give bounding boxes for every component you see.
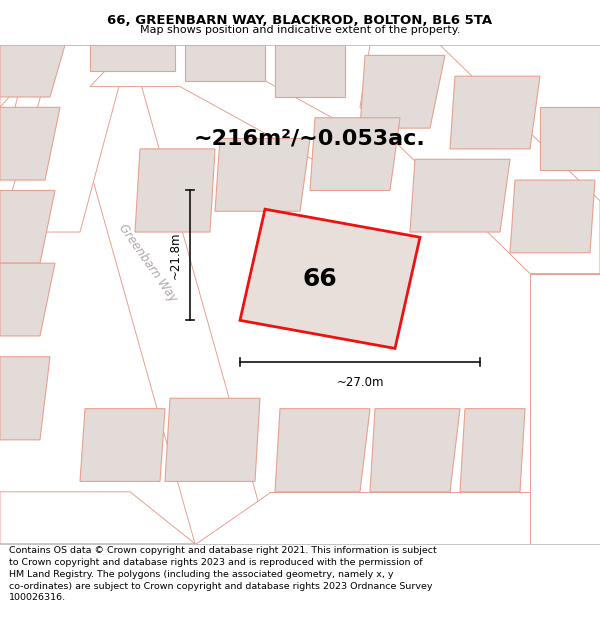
Polygon shape — [410, 159, 510, 232]
Polygon shape — [195, 492, 600, 544]
Polygon shape — [275, 45, 345, 97]
Polygon shape — [530, 274, 600, 544]
Polygon shape — [360, 45, 600, 274]
Polygon shape — [540, 107, 600, 169]
Polygon shape — [460, 409, 525, 492]
Polygon shape — [90, 45, 370, 180]
Polygon shape — [0, 45, 55, 108]
Polygon shape — [185, 45, 265, 81]
Polygon shape — [90, 45, 175, 71]
Polygon shape — [215, 139, 310, 211]
Polygon shape — [0, 492, 195, 544]
Polygon shape — [275, 409, 370, 492]
Polygon shape — [0, 191, 55, 263]
Polygon shape — [80, 409, 165, 481]
Polygon shape — [510, 180, 595, 253]
Polygon shape — [0, 45, 55, 169]
Polygon shape — [0, 263, 55, 336]
Polygon shape — [240, 209, 420, 348]
Text: ~27.0m: ~27.0m — [336, 376, 384, 389]
Text: ~21.8m: ~21.8m — [169, 232, 182, 279]
Polygon shape — [450, 76, 540, 149]
Text: Contains OS data © Crown copyright and database right 2021. This information is : Contains OS data © Crown copyright and d… — [9, 546, 437, 602]
Polygon shape — [0, 45, 130, 232]
Polygon shape — [0, 357, 50, 440]
Polygon shape — [0, 107, 60, 180]
Polygon shape — [360, 56, 445, 128]
Text: Map shows position and indicative extent of the property.: Map shows position and indicative extent… — [140, 25, 460, 35]
Polygon shape — [0, 45, 65, 97]
Text: 66, GREENBARN WAY, BLACKROD, BOLTON, BL6 5TA: 66, GREENBARN WAY, BLACKROD, BOLTON, BL6… — [107, 14, 493, 28]
Text: Greenbarn Way: Greenbarn Way — [116, 222, 180, 304]
Polygon shape — [165, 398, 260, 481]
Text: 66: 66 — [302, 267, 337, 291]
Polygon shape — [370, 409, 460, 492]
Polygon shape — [310, 118, 400, 191]
Text: ~216m²/~0.053ac.: ~216m²/~0.053ac. — [194, 129, 426, 149]
Polygon shape — [55, 45, 270, 544]
Polygon shape — [135, 149, 215, 232]
